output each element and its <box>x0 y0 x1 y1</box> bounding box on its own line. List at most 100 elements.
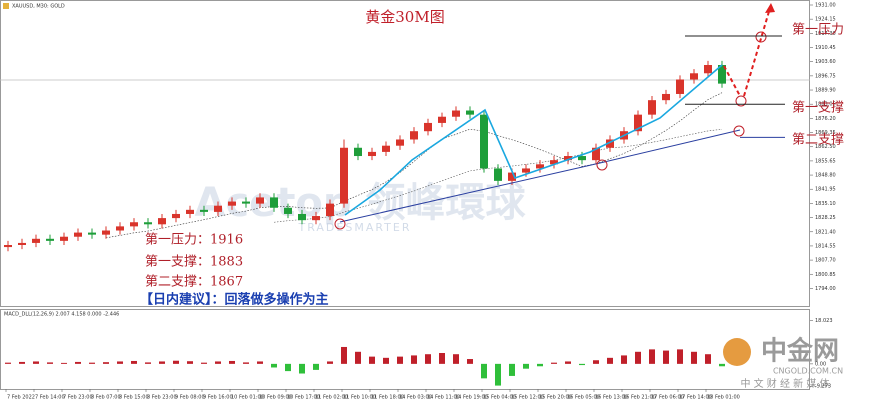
x-tick-label: 16 Feb 05:00 <box>567 395 600 401</box>
candle-body <box>284 207 292 214</box>
wave-line <box>344 64 723 216</box>
macd-bar <box>439 353 445 364</box>
x-tick-label: 10 Feb 01:00 <box>231 395 264 401</box>
candle-body <box>186 209 194 214</box>
logo-name: 中金网 <box>761 336 839 367</box>
macd-bar <box>537 363 543 367</box>
candle-body <box>508 172 516 181</box>
candle-body <box>354 147 362 157</box>
y-tick-label: 1910.45 <box>815 45 836 51</box>
macd-bar <box>411 355 417 364</box>
macd-bar <box>159 361 165 364</box>
macd-bar <box>481 363 487 379</box>
macd-bar <box>145 362 151 364</box>
macd-bar <box>593 360 599 364</box>
candle-body <box>578 156 586 161</box>
level-label: 第一压力 <box>792 23 844 38</box>
x-tick-label: 10 Feb 17:00 <box>287 395 320 401</box>
candle-body <box>130 222 138 227</box>
macd-bar <box>621 355 627 364</box>
main-panel <box>0 0 810 307</box>
macd-bar <box>187 361 193 364</box>
x-tick-label: 17 Feb 06:00 <box>651 395 684 401</box>
x-tick-label: 16 Feb 21:00 <box>623 395 656 401</box>
candle-body <box>606 139 614 148</box>
arrow <box>723 65 741 97</box>
icon <box>3 3 9 9</box>
candle-body <box>704 65 712 74</box>
candle-body <box>522 168 530 173</box>
candle-body <box>326 203 334 217</box>
candle-body <box>592 147 600 161</box>
x-tick-label: 11 Feb 18:00 <box>371 395 404 401</box>
x-tick-label: 15 Feb 12:00 <box>511 395 544 401</box>
candle-body <box>74 232 82 237</box>
macd-bar <box>579 363 585 366</box>
macd-bar <box>201 362 207 364</box>
x-tick-label: 7 Feb 2022 <box>7 395 35 401</box>
candle-body <box>438 116 446 123</box>
y-tick-label: 1848.80 <box>815 173 836 179</box>
candle-body <box>116 226 124 231</box>
candle-body <box>466 110 474 115</box>
y-tick-label: 1896.75 <box>815 73 836 79</box>
candle-body <box>480 114 488 169</box>
macd-bar <box>89 362 95 364</box>
macd-bar <box>691 351 697 364</box>
macd-bar <box>369 356 375 364</box>
candle-body <box>690 73 698 80</box>
level-note: 第二支撑：1867 <box>145 275 243 290</box>
macd-bar <box>19 361 25 364</box>
macd-bar <box>299 363 305 374</box>
candle-body <box>298 213 306 221</box>
y-tick-label: 1876.20 <box>815 116 836 122</box>
macd-bar <box>75 361 81 364</box>
candle-body <box>60 236 68 241</box>
macd-bar <box>313 363 319 370</box>
macd-panel <box>0 309 810 390</box>
macd-bar <box>551 362 557 364</box>
candle-body <box>494 168 502 181</box>
y-tick-label: 1794.00 <box>815 286 836 292</box>
macd-bar <box>397 356 403 364</box>
macd-bar <box>607 357 613 364</box>
macd-bar <box>509 363 515 376</box>
candle-body <box>634 114 642 132</box>
macd-bar <box>663 350 669 364</box>
x-tick-label: 16 Feb 13:00 <box>595 395 628 401</box>
moving-average <box>105 92 723 239</box>
y-tick-label: 1835.10 <box>815 201 836 207</box>
candle-body <box>312 216 320 221</box>
y-tick-label: 1841.95 <box>815 187 836 193</box>
y-tick-label: 1869.35 <box>815 130 836 136</box>
macd-bar <box>523 363 529 369</box>
candle-body <box>228 201 236 206</box>
macd-bar <box>467 359 473 364</box>
chart-title: 黄金30M图 <box>365 8 444 26</box>
x-tick-label: 8 Feb 23:00 <box>147 395 177 401</box>
level-label: 第二支撑 <box>792 133 844 148</box>
arrow-head <box>765 3 775 13</box>
candle-body <box>4 245 12 248</box>
macd-bar <box>61 362 67 364</box>
candle-body <box>382 145 390 152</box>
macd-bar <box>103 362 109 364</box>
candle-body <box>452 110 460 117</box>
x-tick-label: 14 Feb 19:00 <box>455 395 488 401</box>
macd-tick-label: 0.00 <box>815 361 826 367</box>
candle-body <box>200 209 208 212</box>
macd-bar <box>271 363 277 368</box>
y-tick-label: 1828.25 <box>815 215 836 221</box>
logo-url: CNGOLD.COM.CN <box>773 367 843 376</box>
candle-body <box>662 93 670 101</box>
macd-tick-label: 18.023 <box>815 318 833 324</box>
logo-icon <box>723 338 751 366</box>
level-label: 第一支撑 <box>792 101 844 116</box>
candle-body <box>88 232 96 235</box>
y-tick-label: 1814.55 <box>815 243 836 249</box>
macd-bar <box>243 362 249 364</box>
candle-body <box>410 131 418 140</box>
macd-bar <box>705 354 711 364</box>
candle-body <box>214 205 222 212</box>
